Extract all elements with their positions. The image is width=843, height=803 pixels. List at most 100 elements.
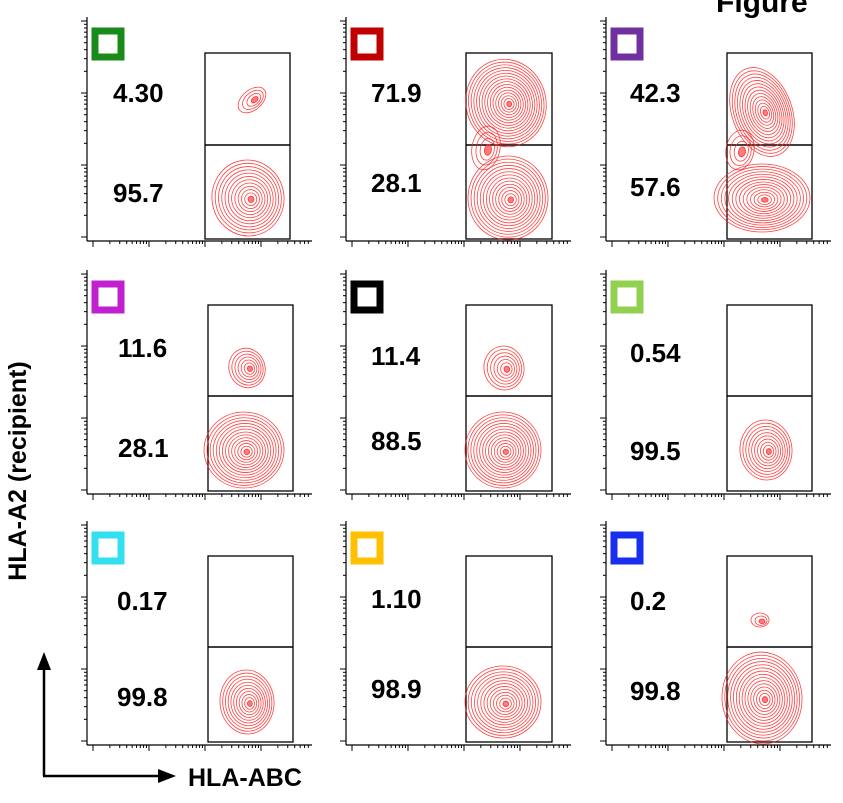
contour-ring <box>486 348 523 388</box>
contour-ring <box>492 691 518 715</box>
contour-ring <box>741 673 786 724</box>
contour-ring <box>492 180 528 218</box>
panel-color-marker <box>610 27 644 61</box>
panel-7: 0.17 99.8 <box>81 521 312 751</box>
lower-gate-percent: 95.7 <box>113 178 164 208</box>
contour-ring <box>729 67 795 157</box>
contour-ring <box>733 664 793 733</box>
panel-color-marker <box>91 280 125 314</box>
lower-gate-percent: 88.5 <box>371 426 422 456</box>
contour-ring <box>234 353 262 383</box>
contour-ring <box>237 185 263 213</box>
contour-ring <box>496 359 515 379</box>
contour-ring <box>739 181 788 217</box>
contour-ring <box>490 352 520 385</box>
contour-ring <box>746 186 782 212</box>
panel-8: 1.10 98.9 <box>340 521 571 751</box>
contour-ring <box>473 161 544 235</box>
contour-ring <box>227 176 271 222</box>
lower-gate-percent: 28.1 <box>371 168 422 198</box>
contour-ring <box>762 109 768 117</box>
contour-ring <box>751 432 784 470</box>
lower-gate-percent: 28.1 <box>118 433 169 463</box>
contour-ring <box>729 135 752 166</box>
contour-ring <box>742 184 785 215</box>
upper-gate-percent: 0.2 <box>630 586 666 616</box>
contour-ring <box>480 680 528 726</box>
panel-y-ticks <box>340 524 346 742</box>
panel-color-marker <box>610 280 644 314</box>
panel-x-ticks <box>92 745 309 751</box>
panel-x-ticks <box>92 494 309 500</box>
contour-ring <box>721 651 803 745</box>
contour-ring <box>233 684 264 721</box>
contour-ring <box>738 146 746 158</box>
contour-ring <box>750 612 770 628</box>
contour-ring <box>749 93 779 132</box>
contour-ring <box>483 345 525 391</box>
contour-plot <box>464 345 542 489</box>
contour-ring <box>502 448 509 455</box>
lower-gate-percent: 99.8 <box>117 682 168 712</box>
contour-ring <box>237 443 256 461</box>
gate-box <box>207 555 294 743</box>
contour-ring <box>765 448 772 455</box>
lower-gate-percent: 99.8 <box>630 676 681 706</box>
panel-color-marker <box>91 531 125 565</box>
x-axis-arrow-head <box>158 769 176 783</box>
contour-ring <box>754 615 768 626</box>
contour-ring <box>231 437 261 466</box>
contour-ring <box>477 677 531 728</box>
contour-ring <box>224 172 274 225</box>
contour-ring <box>234 182 266 216</box>
gate-box <box>204 52 291 240</box>
contour-ring <box>488 434 522 468</box>
contour-ring <box>473 67 540 140</box>
contour-ring <box>238 691 260 716</box>
contour-ring <box>250 96 259 104</box>
contour-ring <box>218 166 280 231</box>
contour-ring <box>209 417 280 484</box>
contour-ring <box>760 197 769 203</box>
contour-ring <box>754 99 775 126</box>
contour-ring <box>496 443 514 461</box>
contour-ring <box>476 423 532 479</box>
contour-ring <box>757 438 779 464</box>
contour-ring <box>225 431 266 471</box>
x-axis-label: HLA-ABC <box>188 764 302 792</box>
y-axis-label: HLA-A2 (recipient) <box>4 361 32 580</box>
gate-box <box>726 304 813 492</box>
contour-ring <box>481 75 533 132</box>
gate-box <box>726 52 813 240</box>
figure-title: Figure <box>716 0 808 19</box>
contour-ring <box>503 98 515 110</box>
contour-ring <box>713 163 811 233</box>
contour-ring <box>489 177 530 221</box>
lower-gate-percent: 98.9 <box>371 674 422 704</box>
contour-ring <box>246 92 262 107</box>
axis-arrows <box>37 652 176 783</box>
panel-x-ticks <box>611 494 828 500</box>
contour-ring <box>470 671 537 734</box>
contour-ring <box>495 89 522 118</box>
panel-color-marker <box>91 27 125 61</box>
contour-ring <box>747 89 781 136</box>
contour-ring <box>471 125 501 171</box>
contour-ring <box>215 423 274 479</box>
contour-ring <box>500 362 513 376</box>
contour-ring <box>758 618 766 625</box>
contour-ring <box>231 179 269 219</box>
contour-ring <box>243 448 251 455</box>
contour-ring <box>237 356 260 381</box>
contour-ring <box>493 440 517 463</box>
contour-ring <box>489 688 520 718</box>
contour-ring <box>724 171 801 226</box>
panel-color-marker <box>350 531 384 565</box>
contour-ring <box>744 86 783 139</box>
contour-ring <box>507 196 515 204</box>
gate-box <box>207 304 294 492</box>
contour-ring <box>237 86 267 114</box>
contour-ring <box>720 168 804 228</box>
gate-box <box>726 555 813 743</box>
panel-color-marker <box>350 280 384 314</box>
